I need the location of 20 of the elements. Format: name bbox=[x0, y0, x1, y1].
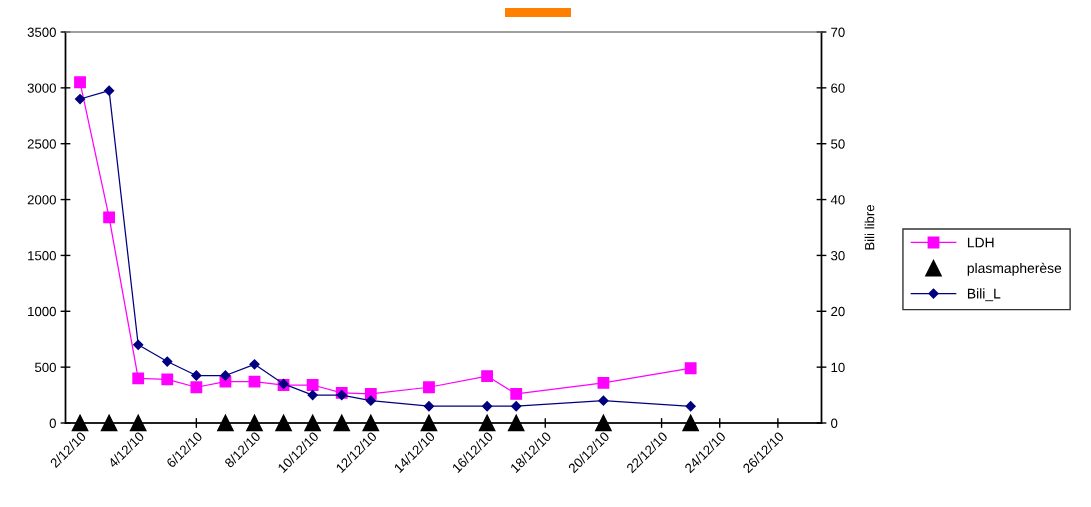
y2-tick-label: 50 bbox=[831, 139, 845, 149]
y-tick-label: 1500 bbox=[28, 251, 56, 261]
y2-tick-label: 0 bbox=[831, 418, 838, 428]
y2-tick-label: 70 bbox=[831, 27, 845, 37]
y2-tick-label: 20 bbox=[831, 306, 845, 317]
y-tick-label: 2500 bbox=[27, 139, 56, 149]
legend-label: Bili_L bbox=[967, 288, 1001, 302]
y2-tick-label: 60 bbox=[831, 83, 845, 93]
y-tick-label: 0 bbox=[49, 418, 56, 428]
y2-tick-label: 30 bbox=[831, 251, 845, 261]
y-tick-label: 2000 bbox=[27, 195, 56, 205]
legend-label: plasmapherèse bbox=[967, 262, 1062, 276]
y2-tick-label: 40 bbox=[830, 195, 845, 205]
y-tick-label: 3000 bbox=[27, 83, 56, 93]
y-tick-label: 1000 bbox=[28, 306, 56, 317]
y-tick-label: 3500 bbox=[27, 27, 56, 37]
legend-label: LDH bbox=[967, 237, 994, 248]
y-tick-label: 500 bbox=[34, 362, 56, 373]
y2-tick-label: 10 bbox=[831, 362, 845, 373]
y2-axis-title: Bili libre bbox=[864, 204, 875, 250]
